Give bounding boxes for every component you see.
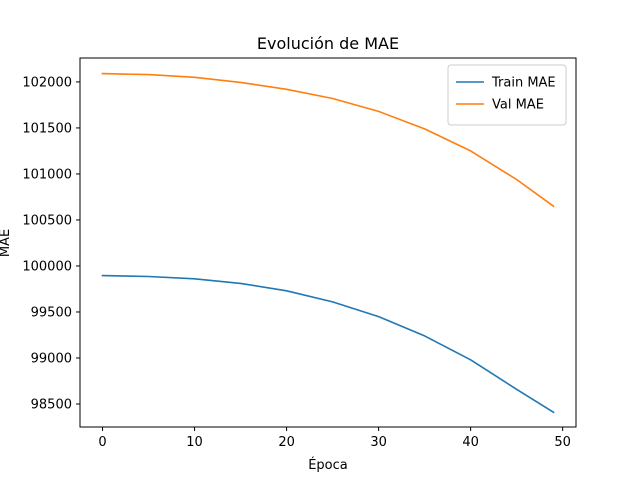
y-tick-label: 99000	[31, 351, 72, 366]
x-tick-label: 40	[462, 435, 479, 450]
plot-series	[101, 72, 555, 414]
y-tick-label: 100000	[22, 259, 72, 274]
x-axis: 0 10 20 30 40 50	[98, 427, 571, 450]
y-axis: 98500 99000 99500 100000 100500 101000 101500 1…	[22, 75, 80, 412]
x-tick-label: 30	[370, 435, 387, 450]
y-tick-label: 100500	[22, 213, 72, 228]
y-tick-label: 101500	[22, 121, 72, 136]
series-line-2	[101, 72, 555, 208]
x-tick-label: 0	[98, 435, 106, 450]
x-tick-label: 20	[278, 435, 295, 450]
plot-area-frame	[79, 57, 577, 428]
legend-frame	[447, 64, 567, 126]
x-axis-label: Época	[308, 457, 348, 473]
y-axis-label: MAE	[0, 229, 13, 257]
x-tick-label: 50	[554, 435, 571, 450]
series-line-1	[101, 274, 555, 414]
legend-label-1: Train MAE	[491, 76, 556, 91]
legend: Train MAE Val MAE	[447, 64, 567, 126]
y-tick-label: 101000	[22, 167, 72, 182]
y-tick-label: 102000	[22, 75, 72, 90]
legend-label-2: Val MAE	[492, 98, 544, 113]
x-tick-label: 10	[186, 435, 203, 450]
y-tick-label: 99500	[31, 305, 72, 320]
chart-title: Evolución de MAE	[257, 34, 399, 53]
y-tick-label: 98500	[31, 397, 72, 412]
